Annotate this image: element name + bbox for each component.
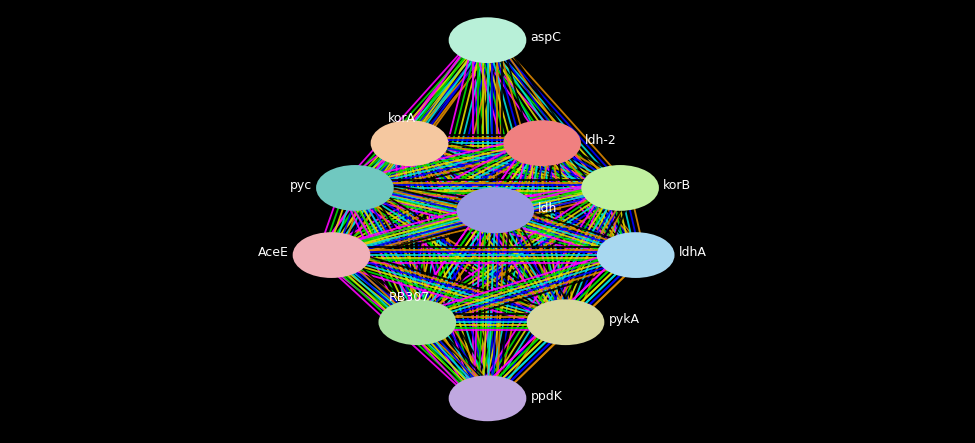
Text: RB307: RB307 [389, 291, 430, 304]
Text: ldhA: ldhA [679, 246, 707, 259]
Text: ldh: ldh [538, 202, 558, 214]
Text: ppdK: ppdK [530, 389, 563, 403]
Circle shape [380, 301, 454, 344]
Circle shape [528, 301, 603, 344]
Text: pyc: pyc [290, 179, 312, 192]
Circle shape [583, 167, 657, 210]
Circle shape [372, 122, 447, 165]
Text: korA: korA [388, 112, 415, 125]
Text: aspC: aspC [530, 31, 562, 44]
Text: ldh-2: ldh-2 [585, 134, 617, 148]
Circle shape [450, 377, 525, 420]
Circle shape [458, 189, 532, 232]
Circle shape [294, 233, 369, 276]
Circle shape [505, 122, 579, 165]
Text: pykA: pykA [608, 314, 640, 326]
Circle shape [450, 19, 525, 62]
Text: AceE: AceE [257, 246, 289, 259]
Circle shape [318, 167, 392, 210]
Text: korB: korB [663, 179, 691, 192]
Circle shape [599, 233, 673, 276]
